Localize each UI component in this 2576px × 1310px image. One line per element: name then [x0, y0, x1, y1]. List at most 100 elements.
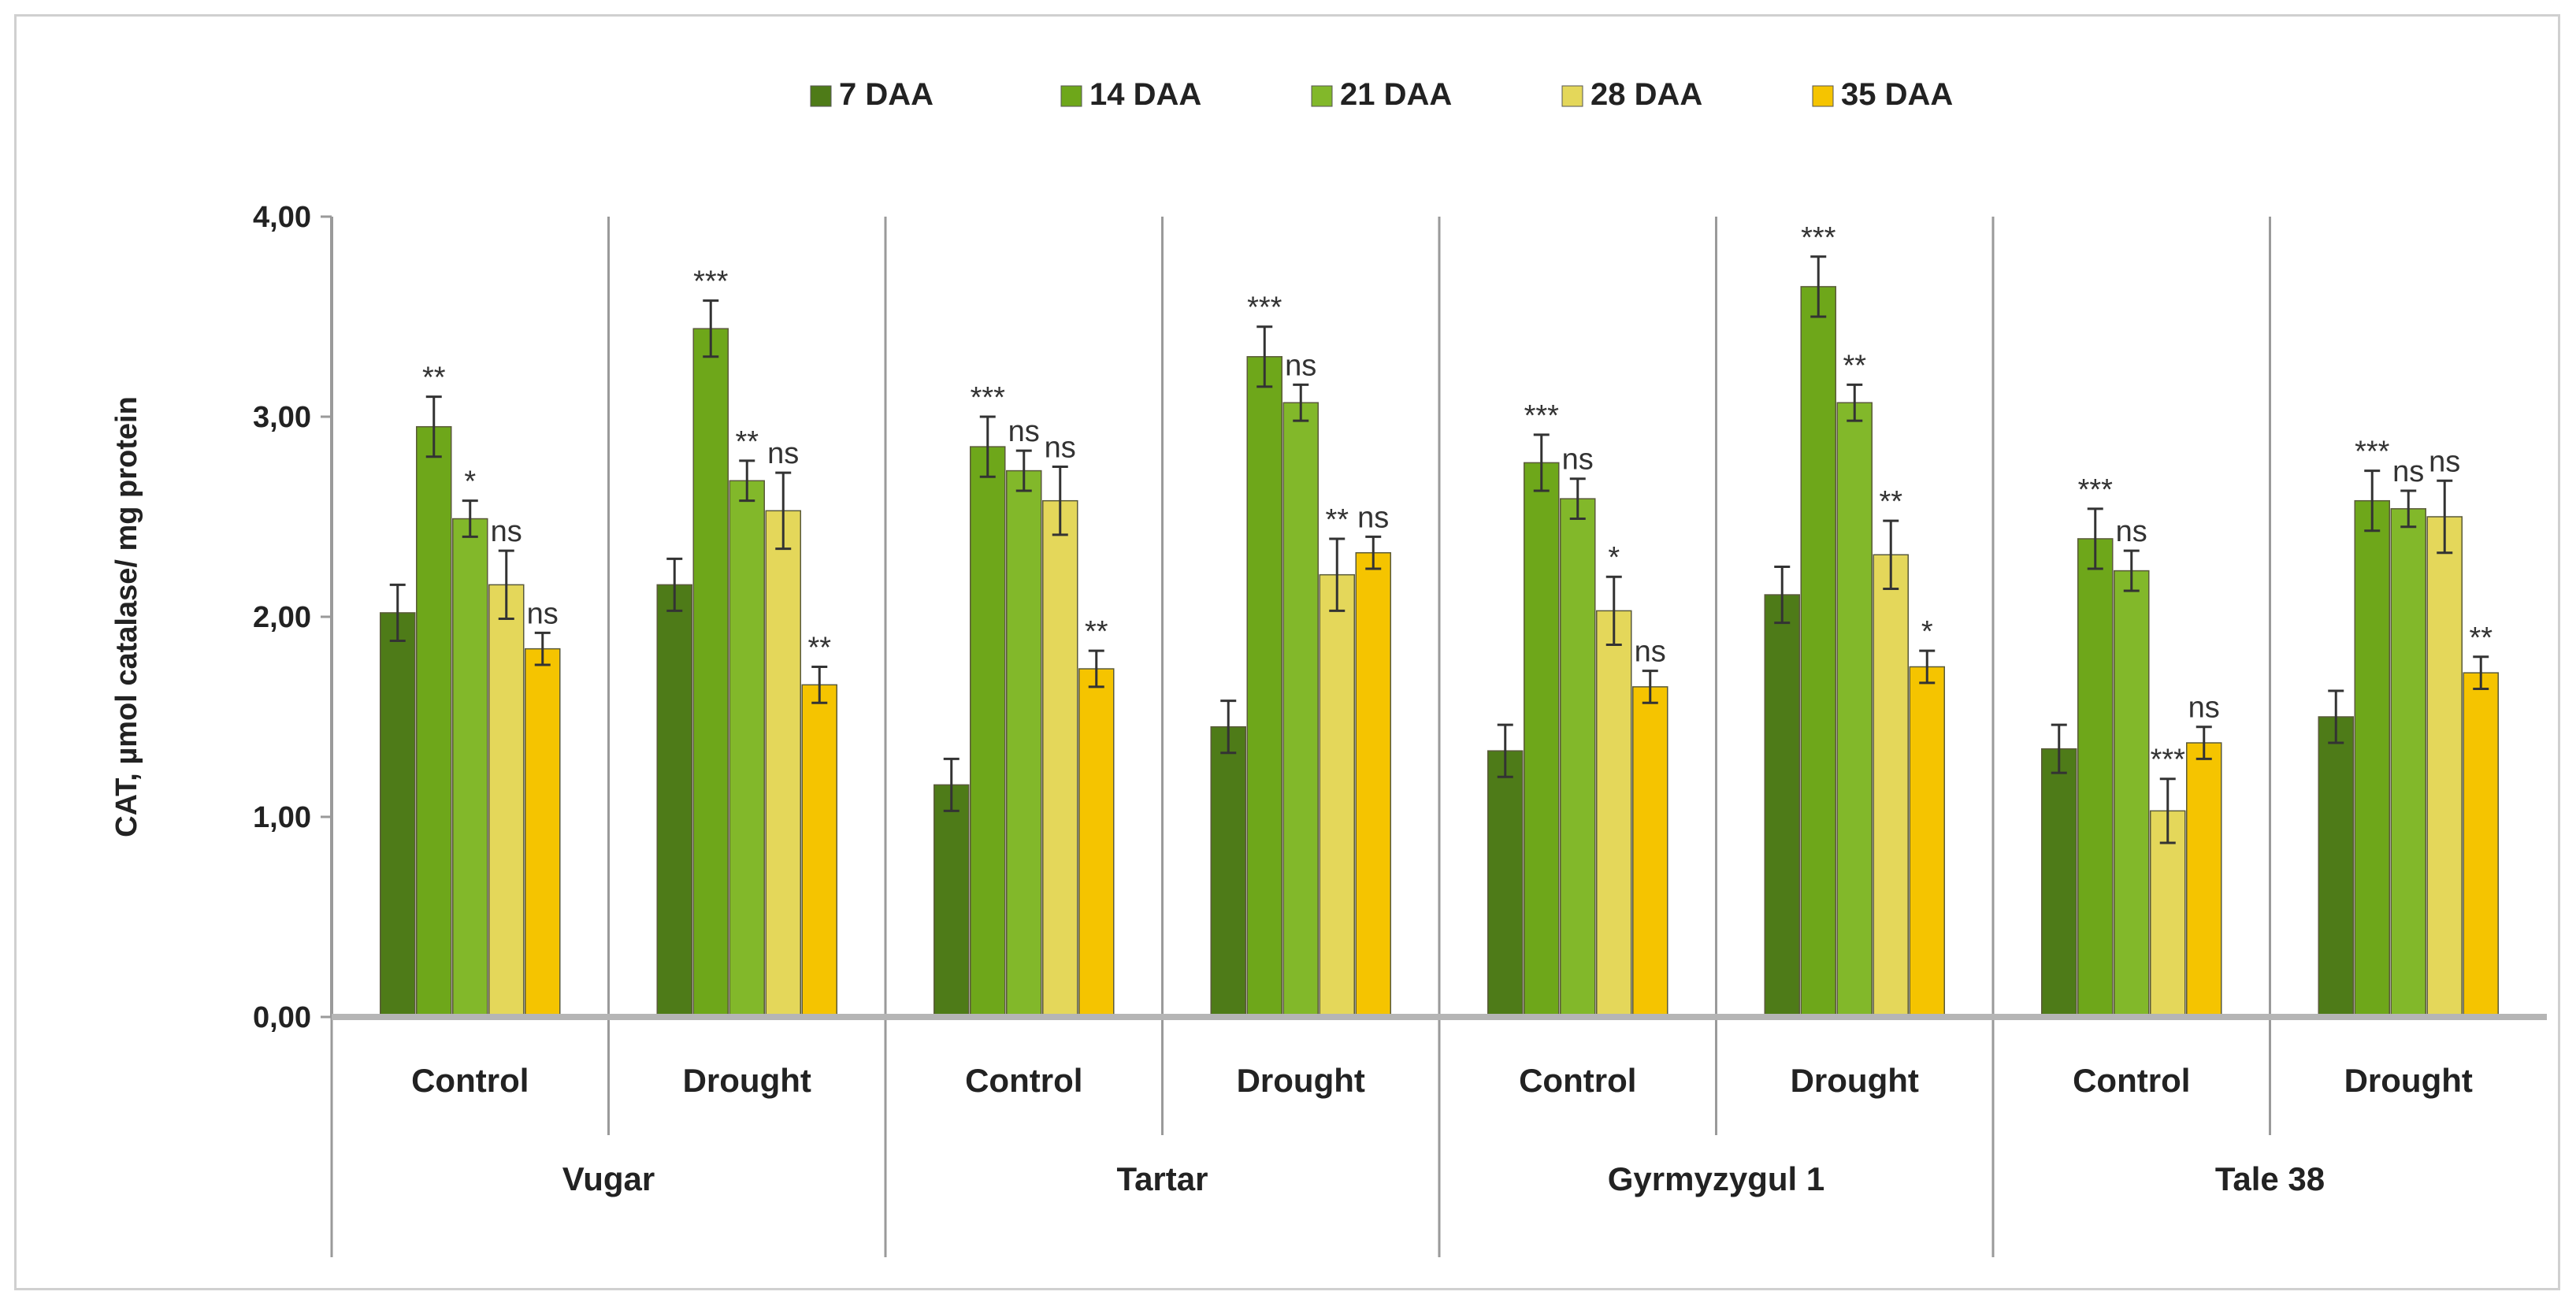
legend-label-4: 28 DAA [1591, 77, 1702, 112]
legend-swatch-4 [1561, 85, 1583, 107]
bar-3-1-0 [2318, 716, 2354, 1018]
legend-label-2: 14 DAA [1089, 77, 1201, 112]
bar-1-1-3 [1319, 573, 1355, 1018]
bar-0-1-2 [729, 480, 765, 1018]
signif-label-3-0-4: ns [2188, 692, 2220, 725]
signif-label-0-0-3: ns [491, 515, 522, 548]
signif-label-2-1-4: * [1921, 615, 1933, 648]
bar-2-0-2 [1560, 498, 1596, 1018]
bar-0-1-0 [656, 584, 692, 1018]
signif-label-1-1-1: *** [1247, 291, 1282, 325]
bar-3-0-1 [2077, 538, 2114, 1018]
bar-2-1-3 [1873, 554, 1909, 1018]
signif-label-3-0-2: ns [2116, 515, 2147, 548]
legend-swatch-1 [810, 85, 832, 107]
legend-swatch-2 [1060, 85, 1082, 107]
signif-label-0-0-1: ** [422, 362, 446, 395]
y-tick-label-1: 1,00 [253, 801, 311, 834]
signif-label-2-0-2: ns [1562, 443, 1594, 477]
bar-1-1-0 [1210, 726, 1246, 1018]
bar-0-0-0 [380, 612, 416, 1018]
bar-0-0-4 [525, 648, 561, 1018]
condition-label-1-1: Drought [1237, 1062, 1365, 1099]
signif-label-2-0-4: ns [1635, 636, 1666, 669]
variety-label-3: Tale 38 [2215, 1160, 2325, 1197]
signif-label-2-1-1: *** [1801, 221, 1836, 254]
condition-label-1-0: Control [965, 1062, 1082, 1099]
bar-2-1-2 [1836, 402, 1873, 1018]
bar-3-1-2 [2390, 508, 2426, 1018]
condition-label-3-0: Control [2073, 1062, 2190, 1099]
bar-3-1-3 [2426, 516, 2463, 1018]
bar-1-0-3 [1042, 499, 1078, 1018]
signif-label-2-1-2: ** [1843, 349, 1866, 382]
legend-label-1: 7 DAA [839, 77, 934, 112]
signif-label-1-0-2: ns [1008, 415, 1040, 448]
bar-3-0-0 [2041, 748, 2077, 1018]
variety-label-0: Vugar [562, 1160, 655, 1197]
signif-label-0-1-1: *** [693, 265, 729, 299]
bar-0-1-3 [765, 510, 801, 1018]
y-tick-label-0: 0,00 [253, 1001, 311, 1034]
bar-1-1-4 [1355, 551, 1391, 1018]
chart-frame: 7 DAA 14 DAA 21 DAA 28 DAA 35 DAA CAT, µmol c… [14, 14, 2560, 1290]
signif-label-1-0-3: ns [1045, 432, 1076, 465]
condition-label-2-1: Drought [1791, 1062, 1919, 1099]
signif-label-0-0-2: * [464, 466, 476, 499]
bar-2-0-1 [1524, 462, 1560, 1018]
y-tick-label-2: 2,00 [253, 601, 311, 634]
signif-label-2-1-3: ** [1879, 485, 1902, 518]
bar-1-0-0 [934, 784, 970, 1018]
signif-label-2-0-1: *** [1524, 399, 1560, 432]
bar-3-0-4 [2186, 742, 2222, 1018]
signif-label-3-0-1: *** [2078, 473, 2114, 507]
signif-label-3-1-4: ** [2469, 622, 2492, 655]
bar-1-0-1 [970, 446, 1006, 1018]
bar-0-1-4 [801, 684, 837, 1018]
y-axis-label: CAT, µmol catalase/ mg protein [110, 396, 143, 837]
signif-label-0-1-4: ** [807, 632, 831, 665]
legend-swatch-5 [1812, 85, 1834, 107]
bar-0-1-1 [692, 328, 729, 1018]
bar-0-0-3 [488, 584, 525, 1018]
signif-label-3-0-3: *** [2151, 744, 2186, 777]
variety-label-2: Gyrmyzygul 1 [1608, 1160, 1824, 1197]
bar-2-0-3 [1596, 610, 1632, 1018]
bar-1-0-2 [1006, 469, 1042, 1018]
bar-1-1-1 [1246, 356, 1282, 1018]
condition-label-0-1: Drought [683, 1062, 811, 1099]
signif-label-3-1-1: *** [2355, 436, 2390, 469]
signif-label-1-1-2: ns [1285, 349, 1316, 382]
bar-1-1-2 [1282, 402, 1319, 1018]
signif-label-1-0-1: *** [971, 381, 1006, 414]
variety-label-1: Tartar [1117, 1160, 1208, 1197]
bar-2-1-0 [1764, 594, 1800, 1018]
bar-3-1-1 [2354, 499, 2390, 1018]
bar-2-1-4 [1909, 666, 1945, 1018]
y-tick-label-4: 4,00 [253, 201, 311, 234]
signif-label-0-1-2: ** [735, 425, 759, 458]
bar-0-0-2 [452, 518, 488, 1018]
signif-label-1-1-3: ** [1325, 503, 1349, 536]
y-tick-label-3: 3,00 [253, 401, 311, 434]
signif-label-0-1-3: ns [767, 437, 799, 470]
signif-label-2-0-3: * [1608, 541, 1620, 574]
condition-label-0-0: Control [411, 1062, 529, 1099]
bar-0-0-1 [416, 425, 452, 1018]
bar-1-0-4 [1078, 668, 1115, 1018]
signif-label-3-1-3: ns [2429, 445, 2460, 478]
legend-label-5: 35 DAA [1841, 77, 1953, 112]
bar-3-1-4 [2463, 672, 2499, 1018]
signif-label-0-0-4: ns [527, 597, 559, 630]
legend-swatch-3 [1311, 85, 1333, 107]
signif-label-3-1-2: ns [2392, 455, 2424, 488]
signif-label-1-0-4: ** [1085, 615, 1108, 648]
bar-2-1-1 [1800, 286, 1836, 1018]
legend-label-3: 21 DAA [1340, 77, 1452, 112]
condition-label-2-0: Control [1519, 1062, 1636, 1099]
bar-chart: 7 DAA 14 DAA 21 DAA 28 DAA 35 DAA CAT, µmol c… [110, 77, 2547, 1257]
bar-2-0-4 [1632, 686, 1668, 1018]
bar-2-0-0 [1487, 750, 1524, 1018]
signif-label-1-1-4: ns [1357, 501, 1389, 534]
condition-label-3-1: Drought [2344, 1062, 2473, 1099]
